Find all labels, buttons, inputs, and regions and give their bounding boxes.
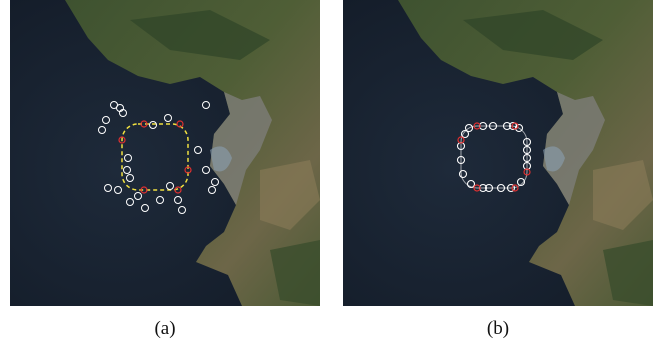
panel-b-image	[343, 0, 653, 306]
figure: (a) (b)	[0, 0, 653, 351]
panel-a-label: (a)	[10, 318, 320, 340]
panel-a-image	[10, 0, 320, 306]
panel-b-label: (b)	[343, 318, 653, 340]
